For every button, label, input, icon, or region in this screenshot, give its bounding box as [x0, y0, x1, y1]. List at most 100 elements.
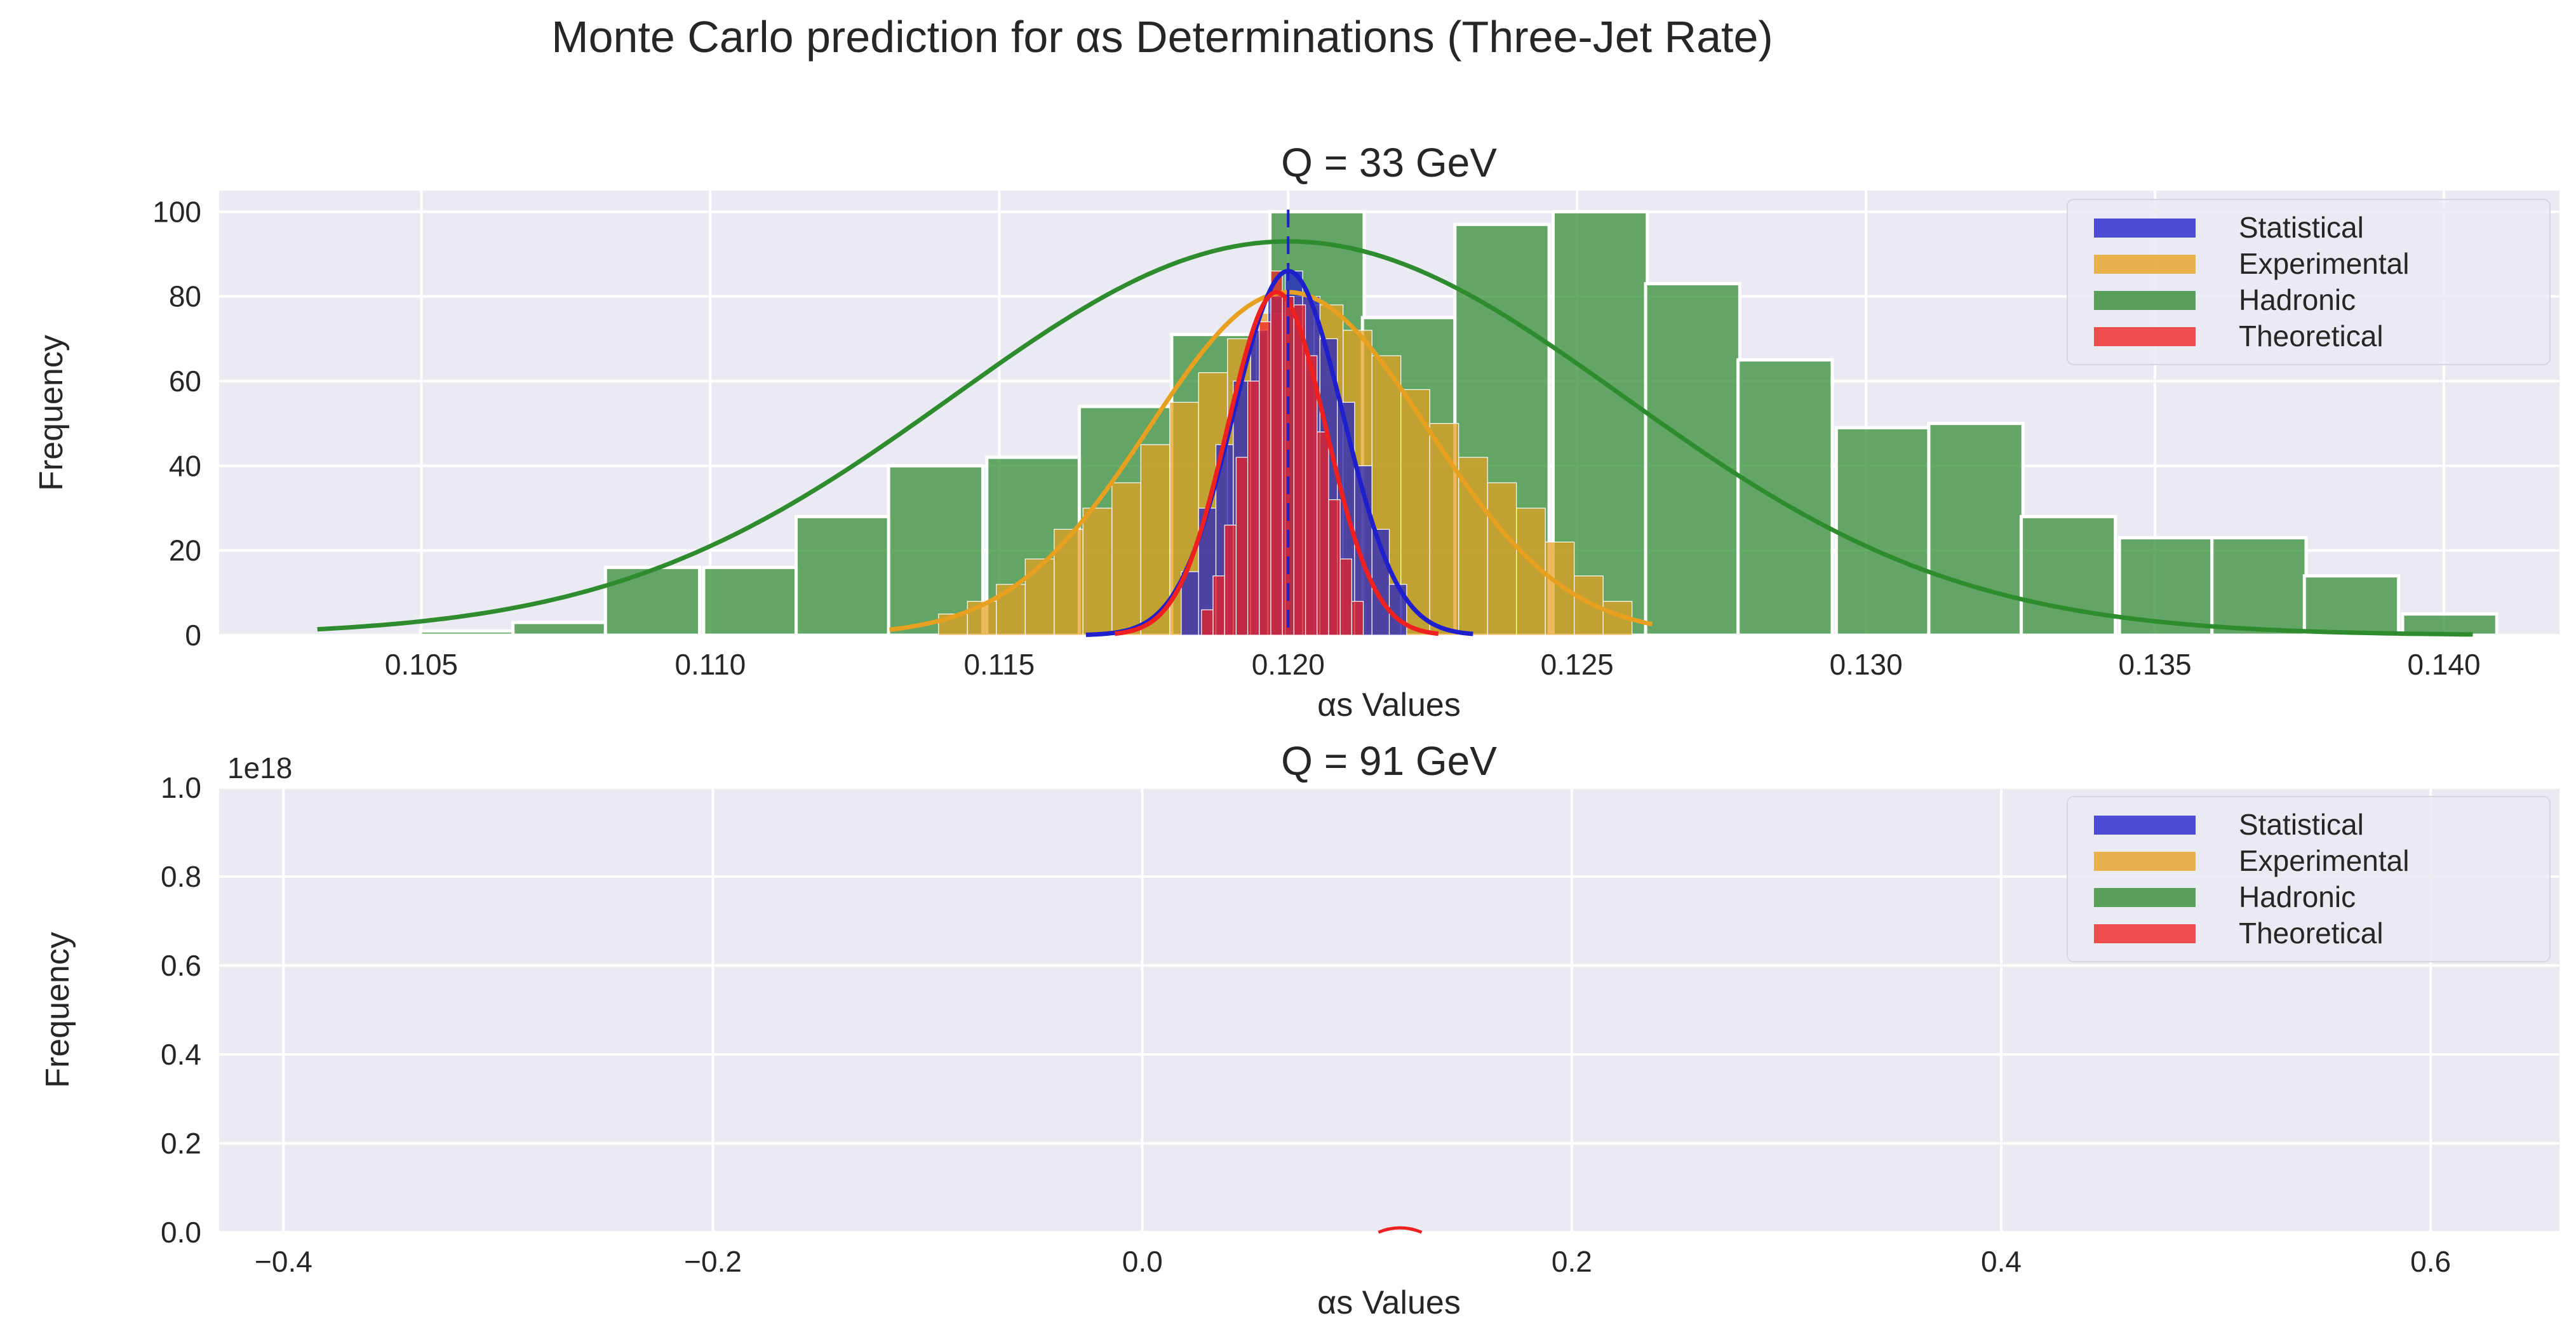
top-x-tick-label: 0.125: [1541, 648, 1614, 681]
top-x-tick-label: 0.135: [2119, 648, 2192, 681]
bottom-legend-swatch-statistical: [2094, 816, 2196, 835]
top-legend-label-theoretical: Theoretical: [2239, 320, 2384, 353]
bottom-x-tick-label: 0.4: [1981, 1245, 2022, 1278]
top-kde-theoretical: [1115, 290, 1439, 636]
bottom-legend-label-statistical: Statistical: [2239, 808, 2364, 841]
top-bar-statistical: [1181, 571, 1199, 636]
bottom-legend-swatch-theoretical: [2094, 924, 2196, 943]
top-x-tick-label: 0.115: [963, 648, 1035, 681]
top-bar-hadronic: [887, 464, 984, 637]
top-legend-label-experimental: Experimental: [2239, 247, 2409, 280]
bottom-legend-label-experimental: Experimental: [2239, 844, 2409, 877]
top-bar-theoretical: [1259, 321, 1271, 636]
top-x-tick-label: 0.110: [675, 648, 746, 681]
top-bar-experimental: [1111, 482, 1141, 636]
top-bar-theoretical: [1247, 380, 1260, 636]
top-bar-experimental: [1082, 508, 1113, 636]
top-bar-hadronic: [795, 515, 892, 637]
axes-bottom-offset-text: 1e18: [227, 751, 292, 784]
top-bar-theoretical: [1270, 271, 1283, 636]
bottom-x-tick-label: 0.6: [2410, 1245, 2451, 1278]
top-bar-experimental: [1487, 482, 1517, 636]
bottom-legend-swatch-hadronic: [2094, 888, 2196, 907]
axes-bottom: −0.4 −0.2 0.0 0.2 0.4 0.6 0.0 0.2 0.4 0.6 0.8 1.0 Q…: [39, 738, 2559, 1321]
top-bar-theoretical: [1212, 575, 1225, 636]
top-bar-theoretical: [1317, 431, 1329, 636]
top-bar-theoretical: [1305, 355, 1318, 636]
top-bar-experimental: [996, 584, 1026, 636]
top-kde-statistical: [1085, 269, 1473, 637]
top-bar-theoretical: [1201, 609, 1214, 636]
axes-bottom-title: Q = 91 GeV: [1281, 738, 1497, 784]
bottom-y-tick-label: 0.4: [161, 1038, 201, 1071]
top-y-tick-label: 0: [185, 619, 201, 652]
top-bar-experimental: [1024, 558, 1055, 636]
bottom-x-tick-label: 0.2: [1552, 1245, 1592, 1278]
bottom-legend-label-theoretical: Theoretical: [2239, 917, 2384, 950]
top-bar-hadronic: [2019, 515, 2117, 637]
axes-top-ticks: 0.105 0.110 0.115 0.120 0.125 0.130 0.135 0.140…: [152, 195, 2480, 681]
top-legend-swatch-experimental: [2094, 255, 2196, 274]
axes-bottom-ticks: −0.4 −0.2 0.0 0.2 0.4 0.6 0.0 0.2 0.4 0.6 0.8 1.0: [161, 771, 2451, 1278]
top-y-tick-label: 20: [169, 534, 201, 567]
figure-suptitle: Monte Carlo prediction for αs Determinat…: [551, 12, 1773, 62]
top-bar-theoretical: [1351, 601, 1364, 636]
top-legend-label-statistical: Statistical: [2239, 211, 2364, 244]
top-y-tick-label: 40: [169, 449, 201, 482]
top-bar-experimental: [1429, 423, 1459, 636]
axes-bottom-grid: [219, 786, 2559, 1234]
top-bar-hadronic: [2210, 536, 2308, 637]
bottom-y-tick-label: 0.0: [161, 1216, 201, 1249]
top-bar-theoretical: [1235, 457, 1249, 636]
axes-top-marks: [317, 210, 2499, 637]
top-x-tick-label: 0.105: [385, 648, 458, 681]
top-legend-swatch-hadronic: [2094, 291, 2196, 310]
top-legend-label-hadronic: Hadronic: [2239, 283, 2356, 316]
axes-top-xlabel: αs Values: [1317, 687, 1461, 723]
top-bar-hadronic: [2302, 574, 2401, 637]
axes-bottom-ylabel: Frequency: [39, 932, 76, 1088]
top-bar-hadronic: [1644, 282, 1741, 637]
top-bar-experimental: [1545, 541, 1575, 636]
bottom-residual-mark: [1378, 1226, 1423, 1234]
top-bar-hadronic: [1736, 358, 1834, 637]
top-y-tick-label: 80: [169, 280, 201, 313]
top-y-tick-label: 100: [152, 195, 201, 228]
axes-top-ylabel: Frequency: [33, 335, 70, 491]
top-bar-theoretical: [1293, 304, 1306, 636]
top-legend-swatch-theoretical: [2094, 327, 2196, 346]
top-kde-hadronic: [317, 239, 2473, 637]
bottom-legend-swatch-experimental: [2094, 852, 2196, 871]
top-x-tick-label: 0.140: [2407, 648, 2480, 681]
bottom-y-tick-label: 0.2: [161, 1127, 201, 1160]
top-bar-hadronic: [419, 629, 516, 637]
axes-top-title: Q = 33 GeV: [1281, 140, 1497, 185]
axes-bottom-marks: [1378, 1226, 1423, 1234]
top-bar-hadronic: [603, 565, 702, 637]
bottom-x-tick-label: −0.2: [684, 1245, 742, 1278]
axes-top: 0.105 0.110 0.115 0.120 0.125 0.130 0.135 0.140…: [33, 140, 2559, 723]
top-bar-hadronic: [702, 565, 800, 637]
top-legend-swatch-statistical: [2094, 219, 2196, 238]
bottom-x-tick-label: −0.4: [255, 1245, 312, 1278]
top-x-tick-label: 0.120: [1252, 648, 1325, 681]
axes-bottom-xlabel: αs Values: [1317, 1284, 1461, 1321]
bottom-legend-frame: [2067, 796, 2551, 962]
bottom-y-tick-label: 0.8: [161, 860, 201, 893]
top-bar-theoretical: [1339, 558, 1352, 636]
bottom-y-tick-label: 1.0: [161, 771, 201, 804]
top-y-tick-label: 60: [169, 365, 201, 398]
top-legend-frame: [2067, 199, 2551, 365]
top-bar-theoretical: [1224, 525, 1237, 636]
top-bar-hadronic: [1927, 422, 2025, 637]
top-bar-hadronic: [1834, 426, 1933, 637]
top-bar-theoretical: [1328, 499, 1341, 636]
top-x-tick-label: 0.130: [1830, 648, 1903, 681]
bottom-legend-label-hadronic: Hadronic: [2239, 880, 2356, 913]
top-bar-hadronic: [511, 621, 609, 637]
bottom-x-tick-label: 0.0: [1122, 1245, 1163, 1278]
bottom-y-tick-label: 0.6: [161, 949, 201, 982]
